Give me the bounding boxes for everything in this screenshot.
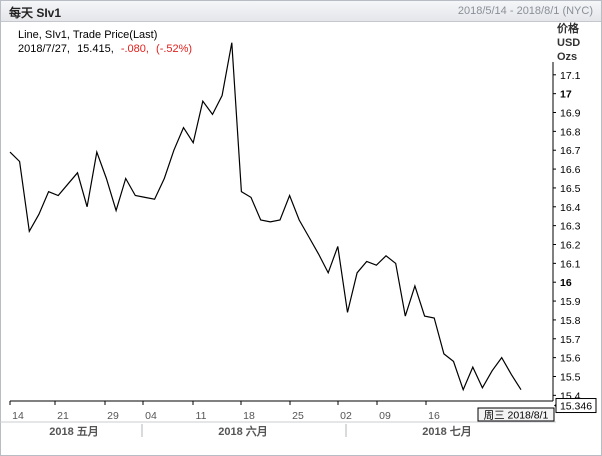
y-tick-label: 17.1 — [560, 70, 581, 82]
x-tick-label: 16 — [428, 410, 440, 422]
y-axis-header-label: USD — [557, 37, 580, 49]
legend-change: -.080, — [121, 43, 149, 55]
x-tick-label: 14 — [12, 410, 24, 422]
date-range: 2018/5/14 - 2018/8/1 (NYC) — [457, 5, 593, 17]
y-tick-label: 16.2 — [560, 239, 581, 251]
x-tick-label: 09 — [379, 410, 391, 422]
legend-change-pct: (-.52%) — [156, 43, 192, 55]
x-axis-ticks: 14 21 29 04 11 18 25 02 09 16 2018 五月 2018 六月 2018 七… — [9, 401, 472, 438]
y-tick-label: 15.9 — [560, 296, 581, 308]
y-tick-label: 16.5 — [560, 183, 581, 195]
x-tick-label: 11 — [196, 410, 207, 422]
y-tick-label: 15.5 — [560, 371, 581, 383]
crosshair-date-label: 周三 2018/8/1 — [484, 410, 549, 422]
y-tick-label: 17 — [560, 89, 572, 101]
y-tick-label: 16.7 — [560, 145, 581, 157]
y-tick-label: 15.8 — [560, 315, 581, 327]
x-tick-label: 21 — [57, 410, 69, 422]
legend: Line, SIv1, Trade Price(Last) 2018/7/27,… — [18, 29, 192, 55]
x-month-label: 2018 五月 — [49, 425, 99, 438]
y-axis-header-label: 价格 — [557, 21, 580, 35]
axes — [0, 62, 556, 423]
window-title: 每天 SIv1 — [9, 6, 62, 20]
x-tick-label: 29 — [107, 410, 119, 422]
last-price-box — [555, 398, 597, 414]
y-tick-label: 16.3 — [560, 221, 581, 233]
y-tick-label: 16 — [560, 277, 572, 289]
crosshair-date-box — [477, 407, 555, 422]
last-price-label: 15.346 — [560, 401, 592, 413]
x-tick-label: 25 — [292, 410, 304, 422]
plot-area — [9, 42, 522, 392]
y-tick-label: 15.6 — [560, 353, 581, 365]
y-tick-label: 16.8 — [560, 126, 581, 138]
legend-values: 2018/7/27, 15.415, -.080, (-.52%) — [18, 43, 192, 55]
title-bar: 每天 SIv1 2018/5/14 - 2018/8/1 (NYC) — [1, 1, 601, 22]
y-tick-label: 16.9 — [560, 108, 581, 120]
legend-series: Line, SIv1, Trade Price(Last) — [18, 29, 157, 41]
y-tick-label: 16.4 — [560, 202, 581, 214]
x-tick-label: 04 — [145, 410, 157, 422]
legend-price: 15.415, — [77, 43, 114, 55]
legend-date: 2018/7/27, — [18, 43, 70, 55]
x-tick-label: 18 — [243, 410, 255, 422]
y-tick-label: 15.7 — [560, 334, 581, 346]
axis-tags: 15.346 周三 2018/8/1 — [477, 398, 597, 422]
price-line — [9, 42, 522, 392]
x-month-label: 2018 六月 — [218, 424, 268, 438]
y-axis-header: 价格 USD Ozs — [557, 21, 580, 63]
y-axis-ticks: 17.1 17 16.9 16.8 16.7 16.6 16.5 16.4 16.3 16.2 16… — [553, 70, 581, 402]
x-tick-label: 02 — [340, 410, 352, 422]
y-axis-header-label: Ozs — [557, 51, 577, 63]
y-tick-label: 16.1 — [560, 258, 581, 270]
y-tick-label: 16.6 — [560, 164, 581, 176]
x-month-label: 2018 七月 — [422, 424, 472, 438]
